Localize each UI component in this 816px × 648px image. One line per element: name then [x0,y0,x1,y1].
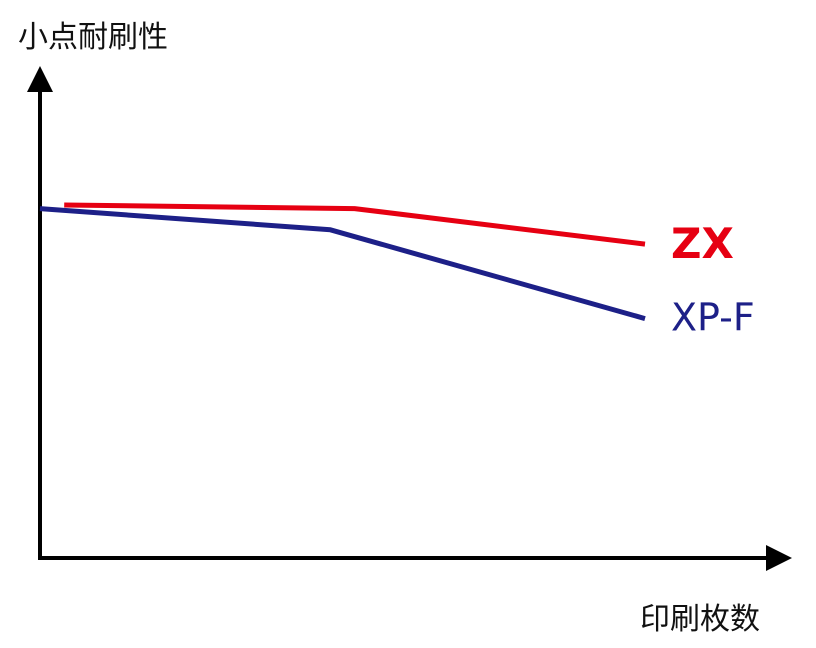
y-axis-title: 小点耐刷性 [18,20,168,55]
series-label-zx: ZX [671,219,734,268]
x-axis-title: 印刷枚数 [640,602,760,637]
x-axis-arrow [766,545,792,571]
series-label-xp-f: XP-F [671,296,755,340]
y-axis-arrow [27,66,53,92]
series-line-zx [64,202,646,247]
series-line-xp-f [39,206,646,322]
series-layer: ZX XP-F [39,202,755,340]
